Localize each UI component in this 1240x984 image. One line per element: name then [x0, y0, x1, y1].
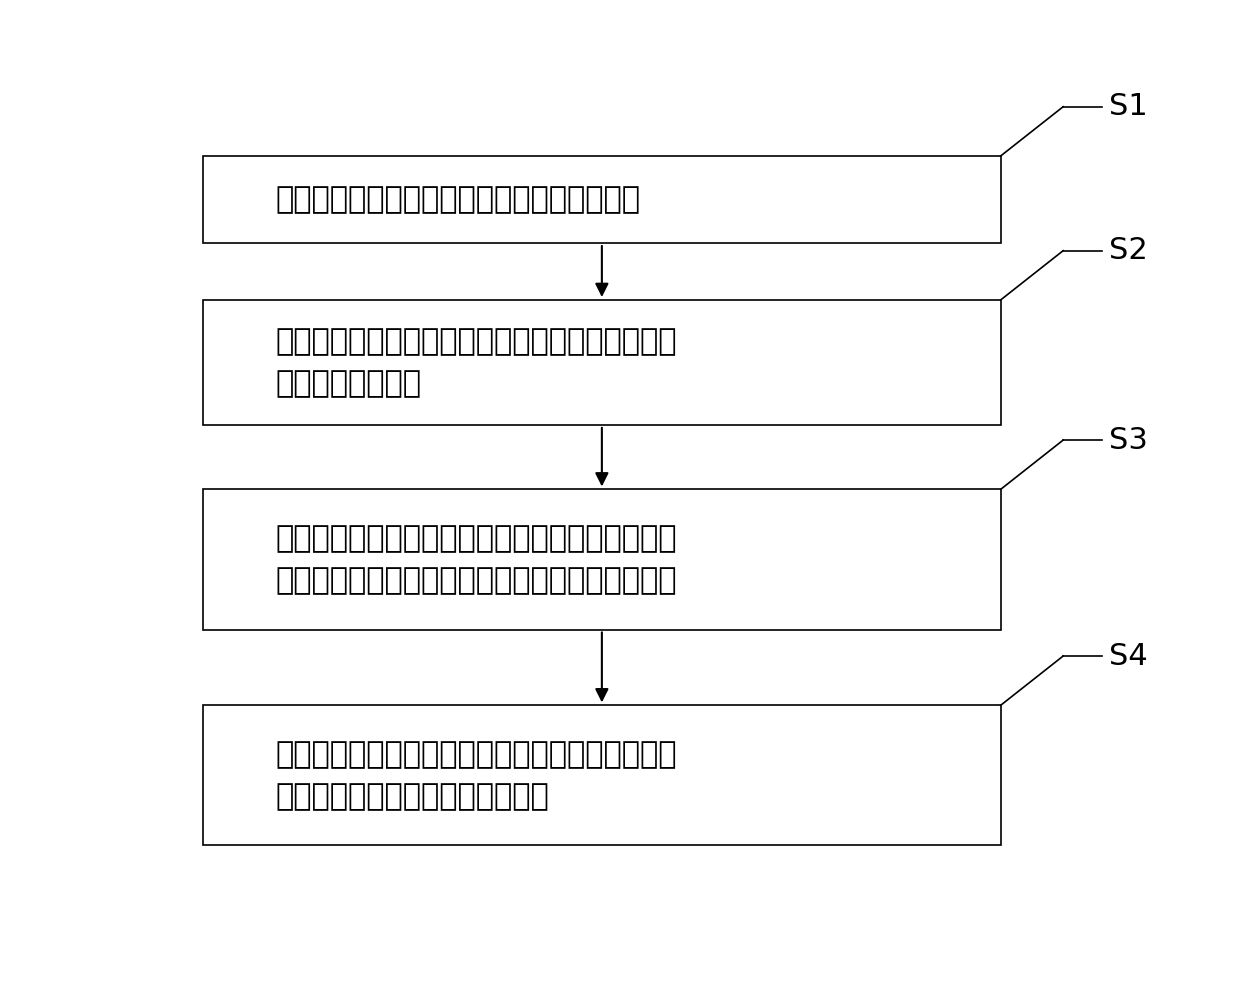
- Bar: [203, 489, 1001, 630]
- Text: S2: S2: [1110, 236, 1148, 265]
- Text: 位项的一阶项系数: 位项的一阶项系数: [275, 369, 422, 398]
- Bar: [203, 706, 1001, 845]
- Text: 利用双极性读出梯度回波序列采集多回波图像: 利用双极性读出梯度回波序列采集多回波图像: [275, 185, 640, 215]
- Text: 估计采集的所述多回波图像中的涡流引入的额外相: 估计采集的所述多回波图像中的涡流引入的额外相: [275, 327, 677, 356]
- Bar: [203, 155, 1001, 243]
- Text: S3: S3: [1110, 426, 1148, 455]
- Bar: [203, 300, 1001, 425]
- Text: S4: S4: [1110, 642, 1148, 670]
- Text: 根据估计的所述一阶项系数和所述零阶项系数去除: 根据估计的所述一阶项系数和所述零阶项系数去除: [275, 740, 677, 769]
- Text: 回波图像中的涡流引入的额外相位项的零阶项系数: 回波图像中的涡流引入的额外相位项的零阶项系数: [275, 566, 677, 594]
- Text: 去除估计的所述一阶项系数，并估计采集的所述多: 去除估计的所述一阶项系数，并估计采集的所述多: [275, 524, 677, 553]
- Text: S1: S1: [1110, 92, 1148, 121]
- Text: 涡流引入的所述额外相位项的误差: 涡流引入的所述额外相位项的误差: [275, 781, 549, 811]
